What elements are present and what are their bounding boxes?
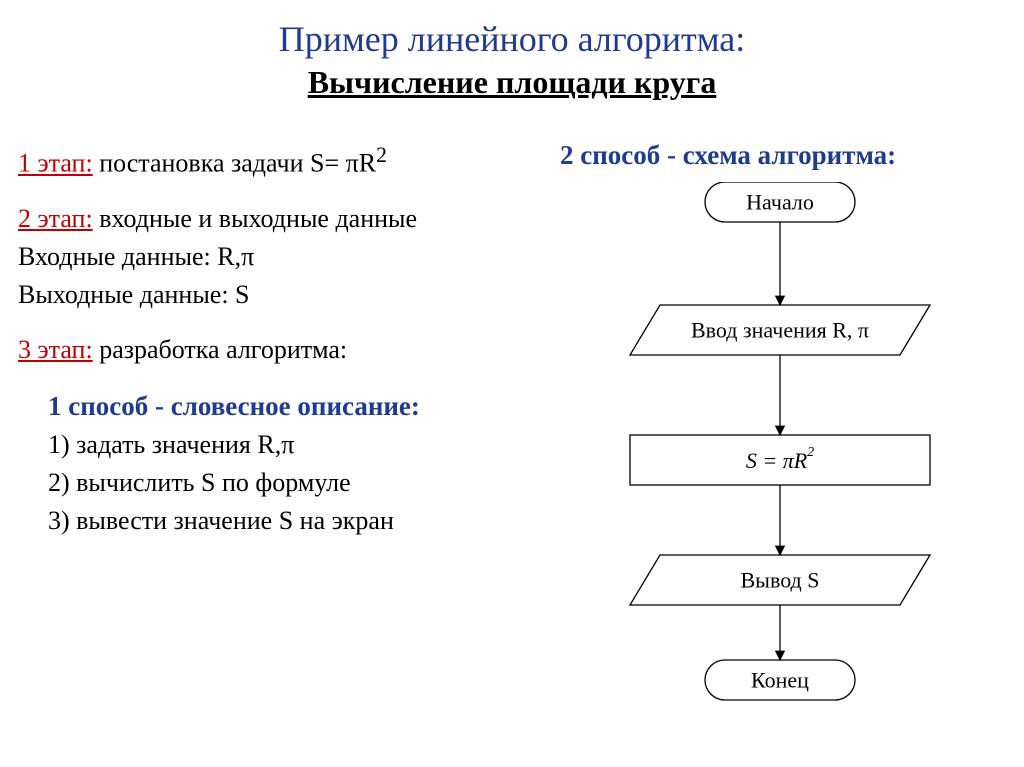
node-start: Начало bbox=[705, 182, 855, 222]
stage-3-text: разработка алгоритма: bbox=[93, 335, 347, 364]
main-title: Пример линейного алгоритма: bbox=[0, 18, 1024, 60]
stage-1: 1 этап: постановка задачи S= πR2 bbox=[18, 140, 538, 182]
method2-label: 2 способ - схема алгоритма: bbox=[560, 140, 896, 171]
stage-3-label: 3 этап: bbox=[18, 335, 93, 364]
svg-text:Начало: Начало bbox=[746, 190, 814, 215]
node-output: Вывод S bbox=[630, 555, 930, 605]
stage-2-text: входные и выходные данные bbox=[93, 204, 417, 233]
stage-2-input: Входные данные: R,π bbox=[18, 238, 538, 276]
subtitle: Вычисление площади круга bbox=[0, 64, 1024, 101]
method1-step2: 2) вычислить S по формуле bbox=[48, 464, 538, 502]
node-input: Ввод значения R, π bbox=[630, 305, 930, 355]
method1-label: 1 способ - словесное описание: bbox=[48, 387, 538, 426]
flowchart: Начало Ввод значения R, π S = πR2 Вывод S Ко… bbox=[560, 182, 1000, 742]
svg-text:Конец: Конец bbox=[751, 668, 809, 693]
stage-1-text: постановка задачи S= πR bbox=[93, 149, 376, 178]
node-process: S = πR2 bbox=[630, 435, 930, 485]
stage-1-label: 1 этап: bbox=[18, 149, 93, 178]
svg-text:Вывод S: Вывод S bbox=[741, 568, 820, 593]
method1-step1: 1) задать значения R,π bbox=[48, 426, 538, 464]
stage-2-output: Выходные данные: S bbox=[18, 276, 538, 314]
svg-text:S = πR2: S = πR2 bbox=[746, 445, 814, 473]
left-column: 1 этап: постановка задачи S= πR2 2 этап:… bbox=[18, 140, 538, 539]
stage-1-sup: 2 bbox=[376, 143, 387, 167]
node-end: Конец bbox=[705, 660, 855, 700]
stage-2-label: 2 этап: bbox=[18, 204, 93, 233]
stage-2: 2 этап: входные и выходные данные bbox=[18, 200, 538, 238]
stage-3: 3 этап: разработка алгоритма: bbox=[18, 331, 538, 369]
method1-step3: 3) вывести значение S на экран bbox=[48, 502, 538, 540]
svg-text:Ввод значения R, π: Ввод значения R, π bbox=[691, 318, 869, 343]
